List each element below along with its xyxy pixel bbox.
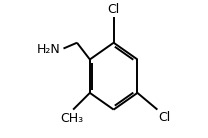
Text: Cl: Cl — [159, 111, 171, 124]
Text: CH₃: CH₃ — [60, 112, 83, 124]
Text: Cl: Cl — [108, 3, 120, 16]
Text: H₂N: H₂N — [37, 43, 61, 56]
